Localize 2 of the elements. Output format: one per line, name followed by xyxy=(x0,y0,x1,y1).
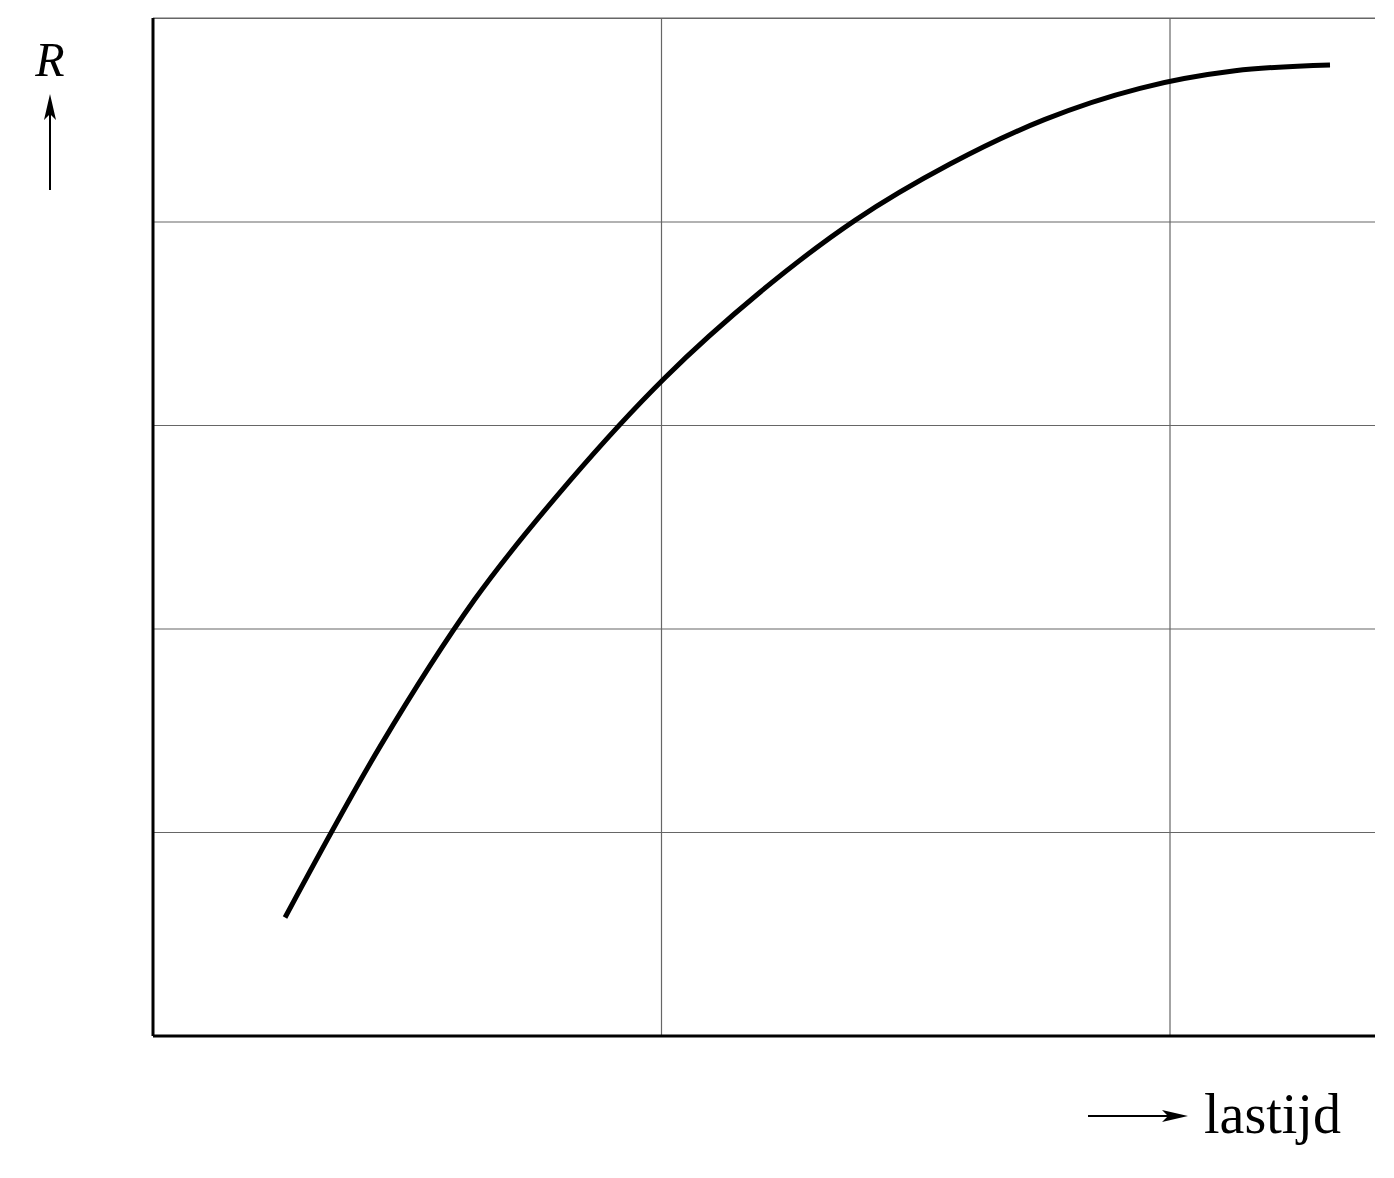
y-axis-title: R xyxy=(34,33,65,86)
x-axis-title: lastijd xyxy=(1204,1083,1341,1145)
